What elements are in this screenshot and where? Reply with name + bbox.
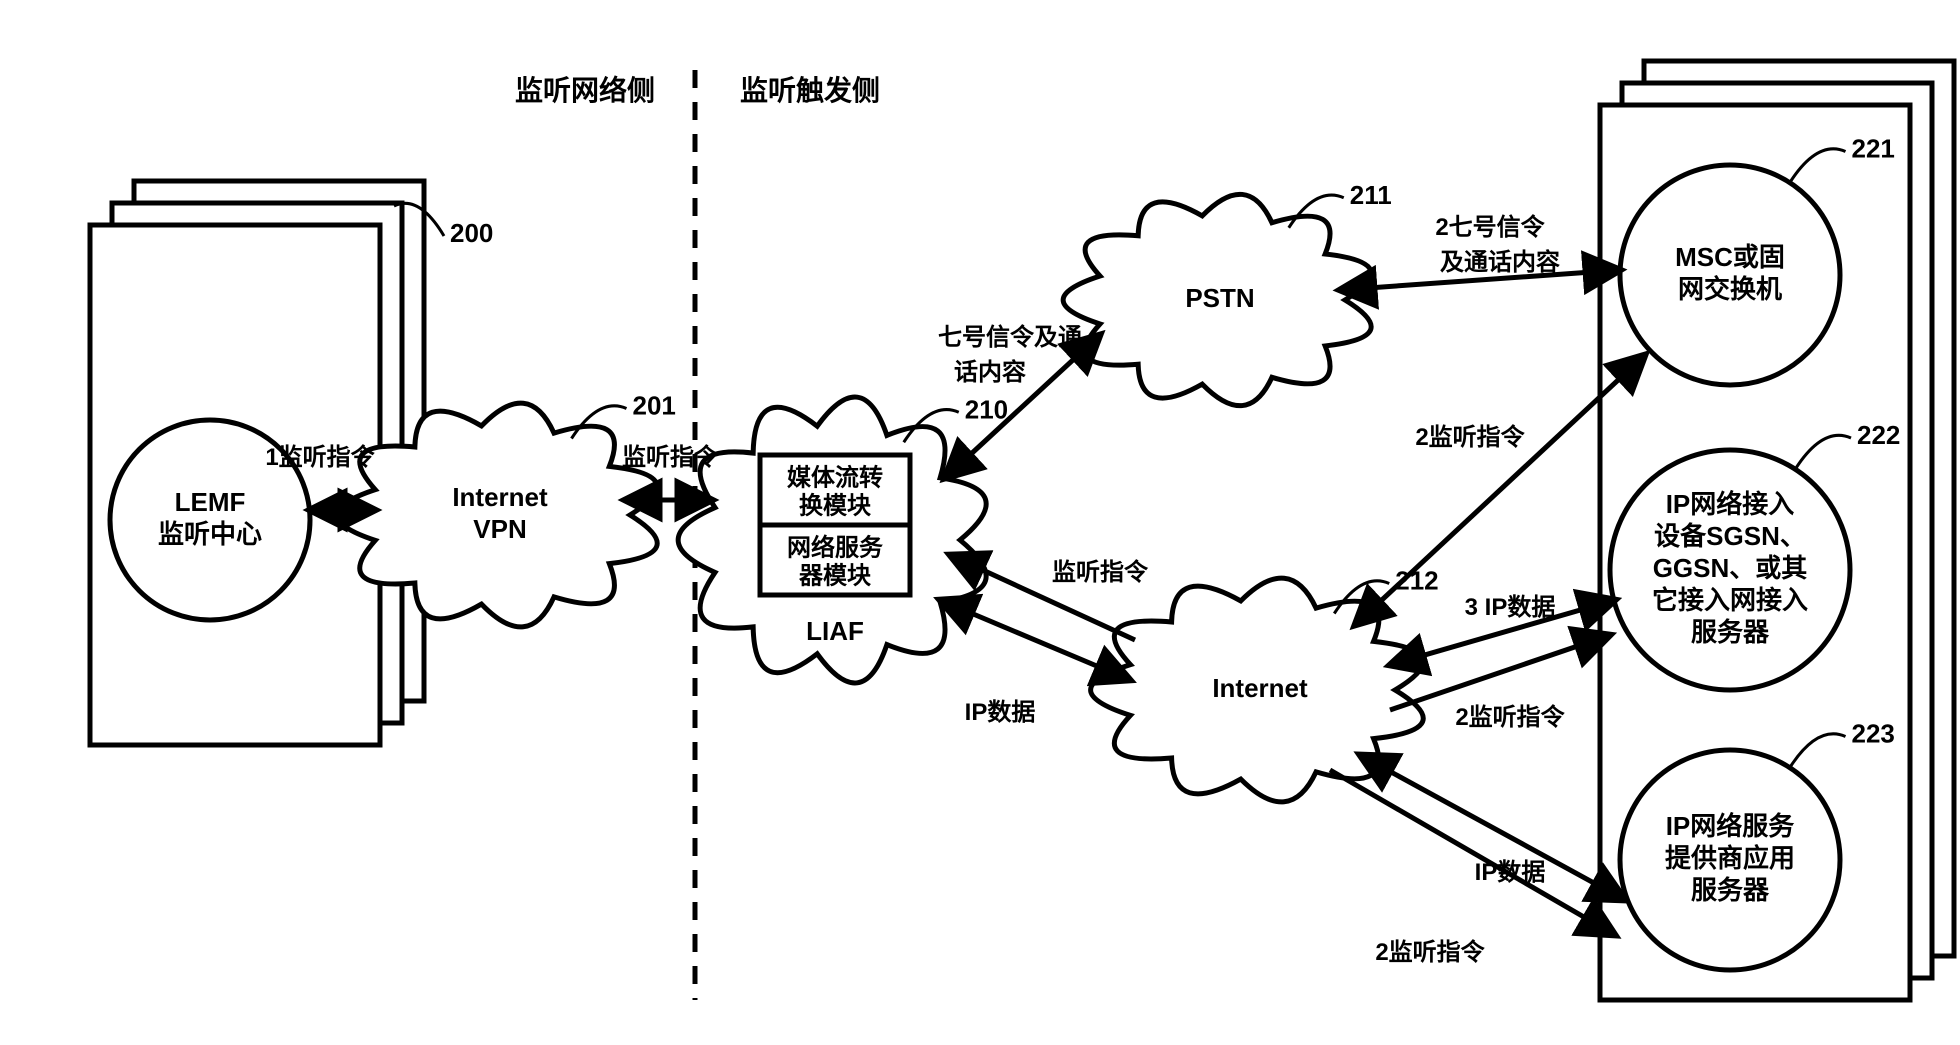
node-sgsn: IP网络接入设备SGSN、GGSN、或其它接入网接入服务器 — [1610, 450, 1850, 690]
svg-text:MSC或固: MSC或固 — [1675, 242, 1785, 272]
svg-text:LEMF: LEMF — [175, 487, 246, 517]
svg-text:3 IP数据: 3 IP数据 — [1465, 594, 1556, 621]
svg-text:223: 223 — [1852, 719, 1895, 749]
svg-text:222: 222 — [1857, 420, 1900, 450]
svg-text:话内容: 话内容 — [954, 358, 1026, 386]
svg-text:提供商应用: 提供商应用 — [1665, 843, 1795, 873]
svg-text:2监听指令: 2监听指令 — [1415, 423, 1525, 451]
svg-text:201: 201 — [633, 391, 676, 421]
svg-text:LIAF: LIAF — [806, 616, 864, 646]
svg-text:211: 211 — [1350, 180, 1392, 210]
svg-text:服务器: 服务器 — [1691, 617, 1770, 647]
svg-text:210: 210 — [965, 394, 1008, 424]
node-ipsp: IP网络服务提供商应用服务器 — [1620, 750, 1840, 970]
svg-text:换模块: 换模块 — [799, 492, 871, 519]
svg-text:Internet: Internet — [452, 482, 548, 512]
svg-text:设备SGSN、: 设备SGSN、 — [1654, 521, 1806, 551]
svg-text:IP网络服务: IP网络服务 — [1666, 811, 1795, 841]
svg-text:2监听指令: 2监听指令 — [1455, 703, 1565, 731]
node-inet: Internet — [1091, 578, 1424, 802]
node-msc: MSC或固网交换机 — [1620, 165, 1840, 385]
network-diagram: 监听网络侧监听触发侧200LEMF监听中心InternetVPN201LIAF2… — [0, 0, 1960, 1045]
svg-text:器模块: 器模块 — [798, 562, 871, 589]
svg-text:Internet: Internet — [1212, 673, 1308, 703]
svg-text:监听指令: 监听指令 — [1052, 558, 1149, 586]
svg-text:网络服务: 网络服务 — [787, 533, 884, 561]
svg-text:它接入网接入: 它接入网接入 — [1652, 585, 1808, 615]
svg-text:2七号信令: 2七号信令 — [1435, 213, 1545, 241]
header-right: 监听触发侧 — [740, 74, 880, 106]
svg-text:媒体流转: 媒体流转 — [787, 463, 883, 491]
svg-text:监听中心: 监听中心 — [158, 519, 262, 549]
svg-text:七号信令及通: 七号信令及通 — [938, 323, 1082, 351]
svg-text:IP网络接入: IP网络接入 — [1666, 489, 1795, 519]
svg-text:GGSN、或其: GGSN、或其 — [1653, 553, 1808, 583]
svg-text:PSTN: PSTN — [1185, 283, 1254, 313]
header-left: 监听网络侧 — [515, 74, 655, 106]
svg-text:221: 221 — [1852, 134, 1895, 164]
svg-text:1监听指令: 1监听指令 — [265, 443, 375, 471]
svg-text:VPN: VPN — [473, 514, 526, 544]
edge-inet-ipsp2 — [1330, 770, 1615, 935]
svg-text:及通话内容: 及通话内容 — [1440, 248, 1560, 276]
svg-text:监听指令: 监听指令 — [622, 443, 719, 471]
edge-inet-sgsn2 — [1390, 635, 1610, 710]
edge-liaf-inet — [940, 600, 1130, 680]
svg-text:2监听指令: 2监听指令 — [1375, 938, 1485, 966]
node-pstn: PSTN — [1063, 194, 1371, 405]
svg-text:网交换机: 网交换机 — [1678, 274, 1782, 304]
svg-text:服务器: 服务器 — [1691, 875, 1770, 905]
svg-text:IP数据: IP数据 — [965, 699, 1036, 726]
svg-text:200: 200 — [450, 218, 493, 248]
